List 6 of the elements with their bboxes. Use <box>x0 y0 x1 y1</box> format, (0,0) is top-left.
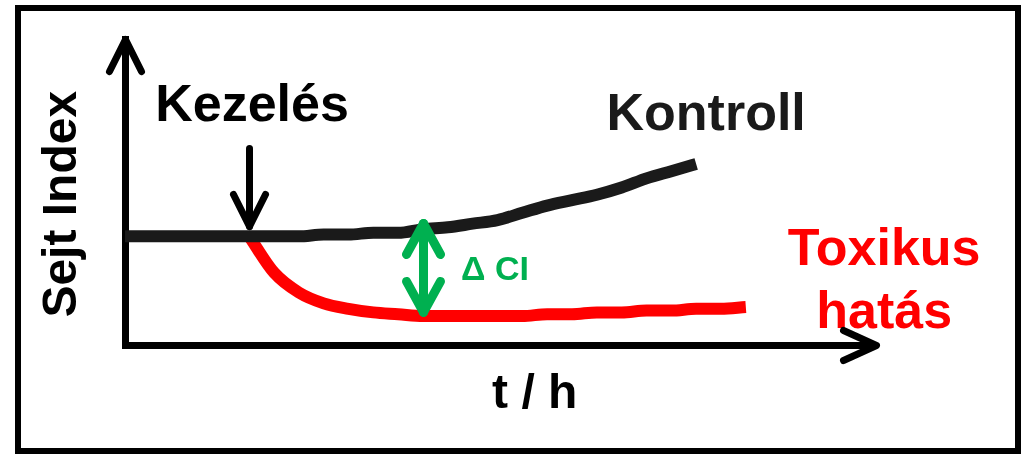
series-label: Kontroll <box>606 82 806 141</box>
y-axis-title: Sejt Index <box>33 90 86 318</box>
annotation: Kezelés <box>155 73 349 132</box>
x-axis-title: t / h <box>492 365 578 418</box>
annotation: Δ CI <box>461 248 529 287</box>
series-label: Toxikus hatás <box>787 217 981 339</box>
